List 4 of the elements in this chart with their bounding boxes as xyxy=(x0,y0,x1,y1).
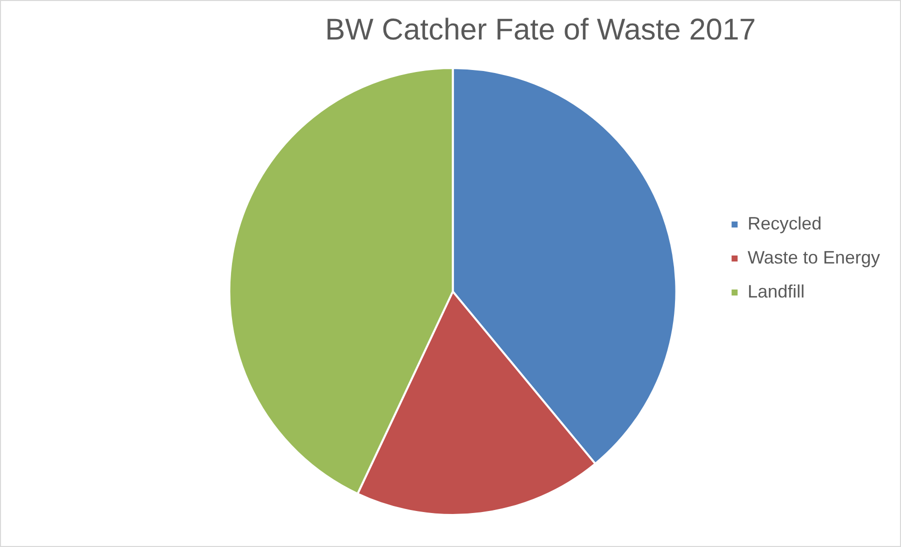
chart-title: BW Catcher Fate of Waste 2017 xyxy=(325,13,756,46)
legend-label: Recycled xyxy=(748,213,822,234)
legend-label: Landfill xyxy=(748,281,805,302)
legend-label: Waste to Energy xyxy=(748,247,880,268)
